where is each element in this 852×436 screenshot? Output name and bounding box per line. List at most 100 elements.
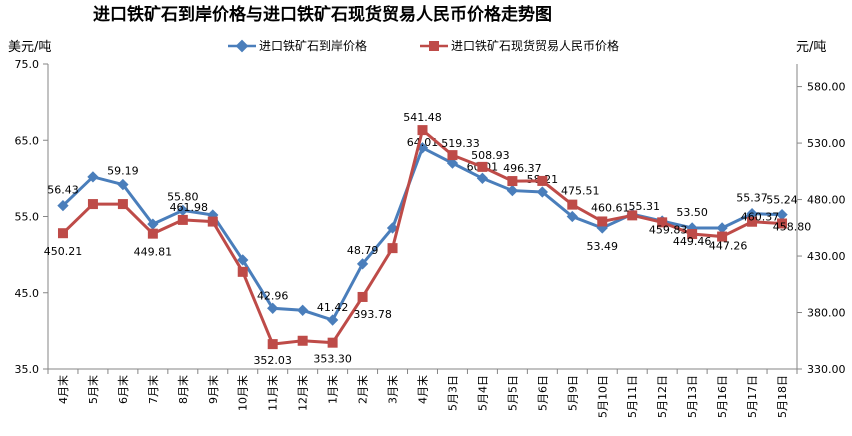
series-2-data-label: 459.83 xyxy=(649,223,688,236)
series-2-point xyxy=(267,339,278,350)
series-1-point xyxy=(716,222,728,234)
x-axis-tick-label: 2月末 xyxy=(356,375,370,404)
axes: 35.0 45.0 55.0 65.0 75.0 330.00 380.00 430.00 48… xyxy=(15,58,846,418)
right-axis-unit: 元/吨 xyxy=(796,40,826,55)
left-axis-tick-label: 45.0 xyxy=(15,287,40,300)
series-2-point xyxy=(57,228,68,239)
series-1-data-label: 64.01 xyxy=(407,136,439,149)
left-axis-tick-label: 55.0 xyxy=(15,211,40,224)
series-2-point xyxy=(417,125,428,136)
series-2-data-label: 519.33 xyxy=(441,137,480,150)
x-axis-tick-label: 5月末 xyxy=(86,375,100,404)
x-axis-tick-label: 5月4日 xyxy=(476,375,489,411)
series-1-data-label: 53.49 xyxy=(587,240,619,253)
x-axis-tick-label: 5月3日 xyxy=(446,375,459,411)
series-2-data-label: 450.21 xyxy=(44,245,83,258)
series-1-point xyxy=(267,302,279,314)
x-axis-tick-label: 5月16日 xyxy=(716,375,729,418)
series-2-data-label: 460.61 xyxy=(591,201,630,214)
series-1-point xyxy=(177,204,189,217)
series-1-point xyxy=(536,186,548,198)
chart-title: 进口铁矿石到岸价格与进口铁矿石现货贸易人民币价格走势图 xyxy=(93,4,552,25)
x-axis-tick-label: 5月6日 xyxy=(536,375,549,411)
series-2-point xyxy=(147,228,158,239)
series-1-point xyxy=(446,157,459,169)
series-2-data-label: 496.37 xyxy=(503,162,542,175)
series-2-data-label: 447.26 xyxy=(709,240,748,253)
right-axis-tick-label: 330.00 xyxy=(807,363,846,376)
series-2-point xyxy=(477,161,488,172)
x-axis-tick-label: 8月末 xyxy=(176,375,190,404)
series-2-point xyxy=(297,335,308,346)
series-1-data-label: 59.19 xyxy=(107,165,139,178)
series-2-point xyxy=(627,210,638,221)
series-2-data-label: 541.48 xyxy=(403,111,442,124)
series-2-point xyxy=(237,266,248,277)
legend-label-2: 进口铁矿石现货贸易人民币价格 xyxy=(451,38,619,53)
x-axis-tick-label: 10月末 xyxy=(236,375,250,411)
legend-marker-1 xyxy=(235,39,249,53)
series-2-point xyxy=(387,243,398,254)
series-1-data-label: 42.96 xyxy=(257,289,289,302)
series-1-data-label: 56.43 xyxy=(47,184,79,197)
x-axis-tick-label: 5月13日 xyxy=(686,375,699,418)
series-2-data-label: 352.03 xyxy=(253,354,292,367)
series-2-point xyxy=(597,216,608,227)
x-axis-tick-label: 5月10日 xyxy=(596,375,609,418)
left-axis-unit: 美元/吨 xyxy=(8,40,51,55)
legend-item-1: 进口铁矿石到岸价格 xyxy=(228,38,367,53)
series-2-data-label: 353.30 xyxy=(313,353,352,366)
series-1-point xyxy=(386,222,399,234)
right-axis-tick-label: 580.00 xyxy=(807,81,846,94)
series-2-point xyxy=(207,216,218,227)
legend-marker-2 xyxy=(429,41,439,51)
x-axis-tick-label: 5月18日 xyxy=(776,375,789,418)
x-axis-tick-label: 4月末 xyxy=(416,375,430,404)
series-2-data-label: 449.46 xyxy=(673,235,712,248)
legend: 进口铁矿石到岸价格 进口铁矿石现货贸易人民币价格 xyxy=(228,38,619,53)
series-2-point xyxy=(507,176,518,187)
series-1-data-label: 48.79 xyxy=(347,244,379,257)
series-2-point xyxy=(117,199,128,210)
series-2-point xyxy=(567,199,578,210)
series-1-point xyxy=(356,258,369,270)
series-1-point xyxy=(746,208,758,220)
series-2-point xyxy=(717,231,728,242)
series-1-point xyxy=(297,304,309,316)
series-1-point xyxy=(147,218,159,230)
series-2-point xyxy=(447,150,458,161)
series-1-point xyxy=(566,210,578,223)
series-2-data-label: 508.93 xyxy=(471,149,510,162)
legend-item-2: 进口铁矿石现货贸易人民币价格 xyxy=(420,38,619,53)
x-axis-tick-label: 12月末 xyxy=(296,375,310,411)
right-axis-tick-label: 480.00 xyxy=(807,194,846,207)
left-axis-tick-label: 35.0 xyxy=(15,363,40,376)
legend-label-1: 进口铁矿石到岸价格 xyxy=(259,38,367,53)
series-2-data-label: 461.98 xyxy=(170,201,209,214)
series-1-data-label: 55.37 xyxy=(736,192,768,205)
series-2-point xyxy=(687,229,698,240)
series-2-data-label: 393.78 xyxy=(353,308,392,321)
right-axis-tick-label: 530.00 xyxy=(807,137,846,150)
x-axis-tick-label: 6月末 xyxy=(116,375,130,404)
series-1-point xyxy=(326,314,339,326)
series-2-point xyxy=(87,199,98,210)
left-axis-tick-label: 65.0 xyxy=(15,134,40,147)
series-2-point xyxy=(177,214,188,225)
series-2-point xyxy=(747,216,758,227)
right-axis-tick-label: 430.00 xyxy=(807,250,846,263)
series-2-data-label: 460.37 xyxy=(741,211,780,224)
series-1-point xyxy=(776,209,788,221)
x-axis-tick-label: 3月末 xyxy=(386,375,400,404)
series-2-point xyxy=(357,291,368,302)
series-2-point xyxy=(657,217,668,228)
series-1-point xyxy=(237,254,249,266)
series-1-point xyxy=(506,184,519,197)
x-axis-tick-label: 1月末 xyxy=(326,375,340,404)
series-2-data-label: 449.81 xyxy=(134,246,173,259)
series-2-point xyxy=(537,175,548,186)
left-axis-tick-label: 75.0 xyxy=(15,58,40,71)
series-2-data-label: 475.51 xyxy=(561,185,600,198)
plot-area: 56.4359.1955.8042.9641.4248.7964.0160.01… xyxy=(44,111,812,367)
